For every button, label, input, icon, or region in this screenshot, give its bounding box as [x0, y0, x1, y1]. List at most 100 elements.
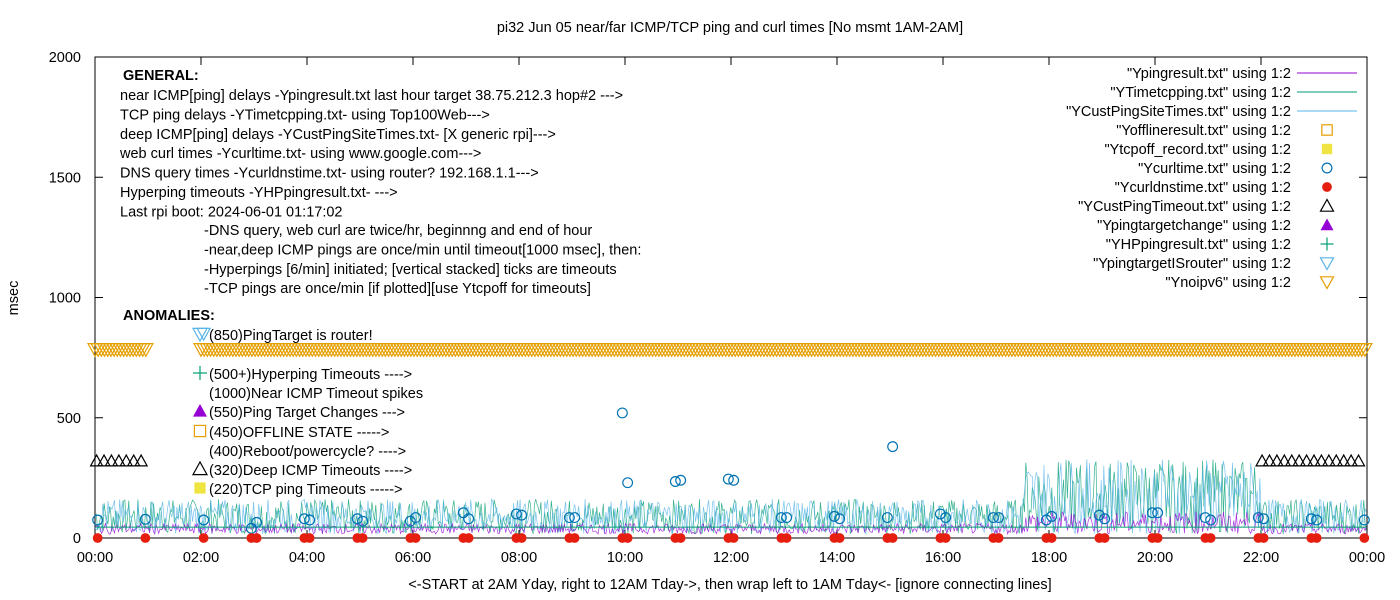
legend-label: "YCustPingSiteTimes.txt" using 1:2	[1066, 104, 1291, 120]
y-tick-label: 1500	[49, 170, 81, 186]
data-point	[140, 533, 151, 543]
data-point	[569, 512, 581, 524]
x-tick-label: 00:00	[77, 550, 113, 566]
data-point	[1292, 453, 1307, 467]
x-tick-label: 14:00	[819, 550, 855, 566]
anomaly-marker	[194, 482, 206, 494]
note-line: -Hyperpings [6/min] initiated; [vertical…	[204, 262, 617, 278]
legend-swatch	[1320, 218, 1334, 231]
data-point	[1205, 514, 1217, 526]
data-point	[139, 513, 151, 525]
ping-line-2	[94, 511, 1367, 536]
anomalies-heading: ANOMALIES:	[123, 308, 215, 324]
data-point	[298, 513, 310, 525]
anomaly-label: (1000)Near ICMP Timeout spikes	[209, 386, 423, 402]
data-point	[1284, 453, 1299, 467]
x-tick-label: 02:00	[183, 550, 219, 566]
data-point	[96, 453, 112, 467]
data-point	[516, 509, 528, 521]
data-point	[92, 533, 103, 543]
data-point	[940, 512, 952, 524]
data-point	[987, 512, 999, 524]
legend-label: "Ynoipv6" using 1:2	[1165, 275, 1291, 291]
data-point	[563, 512, 575, 524]
data-point	[1356, 343, 1373, 358]
anomaly-marker	[193, 366, 207, 380]
data-point	[1269, 453, 1284, 467]
note-line: -TCP pings are once/min [if plotted][use…	[204, 281, 591, 297]
anomaly-label: (400)Reboot/powercycle? ---->	[209, 444, 406, 460]
data-point	[1255, 453, 1270, 467]
data-point	[993, 533, 1004, 543]
data-point	[569, 533, 580, 543]
note-line: -near,deep ICMP pings are once/min until…	[204, 242, 641, 258]
data-point	[304, 514, 316, 526]
data-point	[1336, 453, 1351, 467]
data-point	[137, 343, 154, 358]
anomaly-marker	[191, 460, 209, 476]
data-point	[1099, 513, 1111, 525]
data-point	[510, 508, 522, 520]
anomaly-label: (320)Deep ICMP Timeouts ---->	[209, 463, 412, 479]
y-tick-label: 2000	[49, 50, 81, 66]
data-point	[887, 533, 898, 543]
legend-label: "YHPpingresult.txt" using 1:2	[1106, 237, 1291, 253]
data-point	[675, 533, 686, 543]
note-line: -DNS query, web curl are twice/hr, begin…	[204, 223, 592, 239]
general-line: TCP ping delays -YTimetcpping.txt- using…	[120, 107, 490, 123]
data-point	[1314, 453, 1329, 467]
data-point	[675, 474, 687, 486]
data-point	[126, 453, 141, 467]
legend-swatch	[1321, 162, 1333, 174]
data-point	[1344, 453, 1359, 467]
x-tick-label: 00:00	[1349, 550, 1385, 566]
legend-label: "Ypingtargetchange" using 1:2	[1097, 218, 1291, 234]
legend-label: "YTimetcpping.txt" using 1:2	[1110, 85, 1291, 101]
x-tick-label: 22:00	[1243, 550, 1279, 566]
data-point	[1199, 512, 1211, 524]
general-line: web curl times -Ycurltime.txt- using www…	[119, 146, 481, 162]
annotations: GENERAL: near ICMP[ping] delays -Ypingres…	[119, 68, 641, 498]
series-2	[89, 453, 1366, 467]
data-point	[357, 533, 368, 543]
y-tick-label: 1000	[49, 291, 81, 307]
general-line: near ICMP[ping] delays -Ypingresult.txt …	[120, 88, 623, 104]
legend-swatch	[1319, 276, 1335, 290]
anomaly-label: (500+)Hyperping Timeouts ---->	[209, 367, 412, 383]
data-point	[251, 516, 263, 528]
y-tick-label: 500	[57, 411, 81, 427]
series-3	[86, 343, 1373, 358]
legend-label: "Ycurltime.txt" using 1:2	[1138, 161, 1291, 177]
chart-title: pi32 Jun 05 near/far ICMP/TCP ping and c…	[497, 20, 963, 36]
data-point	[1252, 512, 1264, 524]
legend-label: "Yofflineresult.txt" using 1:2	[1116, 123, 1291, 139]
data-point	[92, 514, 104, 526]
data-point	[940, 533, 951, 543]
data-point	[119, 453, 134, 467]
data-point	[1329, 453, 1344, 467]
data-point	[728, 533, 739, 543]
data-point	[1046, 533, 1057, 543]
general-line: deep ICMP[ping] delays -YCustPingSiteTim…	[120, 127, 556, 143]
data-point	[881, 512, 893, 524]
legend-label: "YCustPingTimeout.txt" using 1:2	[1078, 199, 1291, 215]
data-point	[1305, 513, 1317, 525]
anomaly-label: (850)PingTarget is router!	[209, 328, 373, 344]
general-line: Last rpi boot: 2024-06-01 01:17:02	[120, 204, 343, 220]
series-layer	[86, 327, 1373, 543]
data-point	[616, 407, 628, 419]
x-tick-label: 10:00	[607, 550, 643, 566]
x-tick-label: 20:00	[1137, 550, 1173, 566]
legend-label: "YpingtargetISrouter" using 1:2	[1093, 256, 1291, 272]
data-point	[1358, 514, 1370, 526]
data-point	[1311, 514, 1323, 526]
data-point	[251, 533, 262, 543]
legend-swatch	[1319, 257, 1335, 271]
legend-label: "Ytcpoff_record.txt" using 1:2	[1104, 142, 1291, 158]
legend-swatch	[1321, 143, 1333, 155]
x-tick-label: 12:00	[713, 550, 749, 566]
data-point	[1306, 453, 1322, 467]
y-tick-label: 0	[73, 531, 81, 547]
data-point	[669, 476, 681, 487]
data-point	[1046, 510, 1058, 522]
